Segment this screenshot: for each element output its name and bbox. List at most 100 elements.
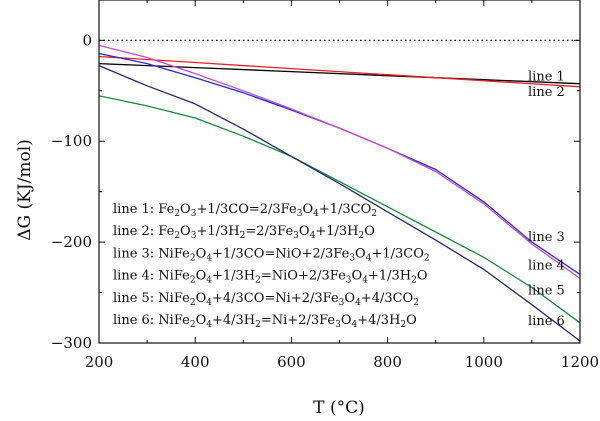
x-axis: 200 400 600 800 1000 1200 [85,0,599,371]
legend-formula-text: =2/3Fe [245,224,293,239]
legend-formula-subscript: 3 [346,276,352,286]
legend-formula-subscript: 2 [411,276,417,286]
x-tick-label: 400 [181,353,210,371]
legend-formula-subscript: 4 [206,276,212,286]
legend-formula-text: O [180,202,191,217]
legend-formula-text: O [196,269,207,284]
legend-formula-text: O [302,202,313,217]
series-line-3 [98,52,581,275]
legend: line 1: Fe2O3+1/3CO=2/3Fe3O4+1/3CO2line … [113,202,430,330]
legend-formula-subscript: 3 [349,253,355,263]
y-tick-label: −200 [51,233,92,251]
legend-formula-subscript: 2 [240,231,246,241]
legend-formula-subscript: 2 [174,231,180,241]
legend-formula-subscript: 4 [206,320,212,330]
legend-formula-text: O [406,313,417,328]
line-end-label-2: line 2 [528,85,565,100]
y-axis-title: ΔG (KJ/mol) [15,139,35,241]
line-end-label-6: line 6 [528,314,565,329]
legend-formula-subscript: 3 [297,209,303,219]
y-tick-label: −300 [51,334,92,352]
legend-formula-text: +1/3H [315,224,358,239]
legend-formula-subscript: 2 [190,276,196,286]
legend-formula-text: +1/3H [368,269,411,284]
x-tick-label: 1200 [561,353,599,371]
series-line-6 [98,65,581,342]
legend-formula-subscript: 2 [174,209,180,219]
legend-formula-text: +4/3H [212,313,255,328]
legend-formula-subscript: 2 [371,209,377,219]
legend-formula-subscript: 3 [293,231,299,241]
legend-formula-text: O [299,224,310,239]
legend-formula-text: +4/3H [357,313,400,328]
legend-formula-subscript: 4 [355,298,361,308]
legend-formula-text: =Ni+2/3Fe [261,313,336,328]
legend-formula-text: O [417,269,428,284]
legend-entry-label: line 6: [113,313,158,328]
legend-formula-text: NiFe [158,246,190,261]
legend-entry-4: line 4: NiFe2O4+1/3H2=NiO+2/3Fe3O4+1/3H2… [113,269,427,286]
x-tick-label: 200 [85,353,114,371]
legend-formula-text: O [364,224,375,239]
legend-formula-text: +1/3H [212,269,255,284]
legend-formula-text: Fe [158,202,174,217]
legend-entry-6: line 6: NiFe2O4+4/3H2=Ni+2/3Fe3O4+4/3H2O [113,313,417,330]
line-end-label-1: line 1 [528,70,565,85]
legend-formula-text: +4/3CO [361,291,413,306]
legend-entry-2: line 2: Fe2O3+1/3H2=2/3Fe3O4+1/3H2O [113,224,375,241]
legend-formula-subscript: 2 [400,320,406,330]
legend-formula-subscript: 2 [190,253,196,263]
legend-formula-subscript: 2 [424,253,430,263]
x-tick-label: 600 [277,353,306,371]
legend-entry-1: line 1: Fe2O3+1/3CO=2/3Fe3O4+1/3CO2 [113,202,377,219]
series-line-1 [98,62,581,85]
legend-formula-subscript: 2 [190,298,196,308]
legend-formula-text: +1/3H [196,224,239,239]
x-tick-label: 1000 [465,353,503,371]
y-axis: 0 −100 −200 −300 [51,31,580,352]
legend-formula-text: NiFe [158,313,190,328]
legend-formula-text: Fe [158,224,174,239]
series-line-5 [98,95,581,324]
legend-formula-text: O [344,291,355,306]
legend-entry-label: line 3: [113,246,158,261]
plot-lines [98,44,581,342]
legend-formula-subscript: 4 [366,253,372,263]
legend-formula-subscript: 3 [335,320,341,330]
legend-formula-subscript: 4 [352,320,358,330]
legend-formula-subscript: 3 [339,298,345,308]
line-end-label-5: line 5 [528,284,565,299]
legend-formula-subscript: 2 [255,276,261,286]
legend-formula-text: +1/3CO [371,246,423,261]
line-end-label-4: line 4 [528,258,565,273]
legend-formula-text: NiFe [158,269,190,284]
y-tick-label: 0 [82,31,92,49]
series-line-2 [98,55,581,88]
legend-formula-subscript: 2 [413,298,419,308]
legend-formula-subscript: 2 [190,320,196,330]
legend-formula-subscript: 4 [206,298,212,308]
legend-entry-label: line 4: [113,269,158,284]
legend-formula-text: O [355,246,366,261]
legend-formula-subscript: 4 [206,253,212,263]
legend-formula-text: +4/3CO=Ni+2/3Fe [212,291,339,306]
legend-formula-subscript: 4 [310,231,316,241]
legend-formula-text: +1/3CO=2/3Fe [196,202,297,217]
legend-formula-text: O [341,313,352,328]
legend-entry-label: line 5: [113,291,158,306]
legend-formula-text: O [352,269,363,284]
x-axis-title: T (°C) [313,398,365,418]
line-end-label-3: line 3 [528,230,565,245]
legend-formula-text: O [180,224,191,239]
legend-formula-subscript: 3 [191,209,197,219]
legend-entry-5: line 5: NiFe2O4+4/3CO=Ni+2/3Fe3O4+4/3CO2 [113,291,419,308]
legend-formula-text: O [196,291,207,306]
legend-formula-text: O [196,313,207,328]
legend-formula-text: +1/3CO [319,202,371,217]
series-line-4 [98,44,581,279]
y-tick-label: −100 [51,132,92,150]
legend-formula-text: +1/3CO=NiO+2/3Fe [212,246,350,261]
legend-formula-subscript: 3 [191,231,197,241]
